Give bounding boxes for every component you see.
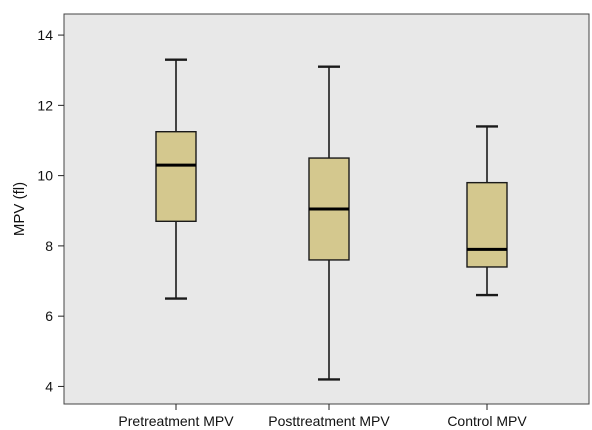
- iqr-box: [466, 181, 508, 268]
- y-tick-label: 10: [37, 168, 53, 184]
- box-group: [155, 58, 197, 300]
- x-axis: Pretreatment MPV Posttreatment MPV Control…: [118, 404, 527, 429]
- box-group: [308, 65, 350, 381]
- x-category-label: Pretreatment MPV: [118, 413, 234, 429]
- y-tick-label: 12: [37, 97, 53, 113]
- y-tick-label: 14: [37, 27, 53, 43]
- x-category-label: Posttreatment MPV: [268, 413, 390, 429]
- iqr-box: [155, 131, 197, 222]
- y-axis: 4 6 8 10 12 14: [37, 27, 64, 394]
- boxes-layer: [155, 58, 508, 381]
- y-tick-label: 8: [45, 238, 53, 254]
- box-group: [466, 125, 508, 297]
- y-tick-label: 4: [45, 378, 53, 394]
- y-tick-label: 6: [45, 308, 53, 324]
- x-category-label: Control MPV: [447, 413, 527, 429]
- y-axis-title: MPV (fl): [11, 182, 28, 236]
